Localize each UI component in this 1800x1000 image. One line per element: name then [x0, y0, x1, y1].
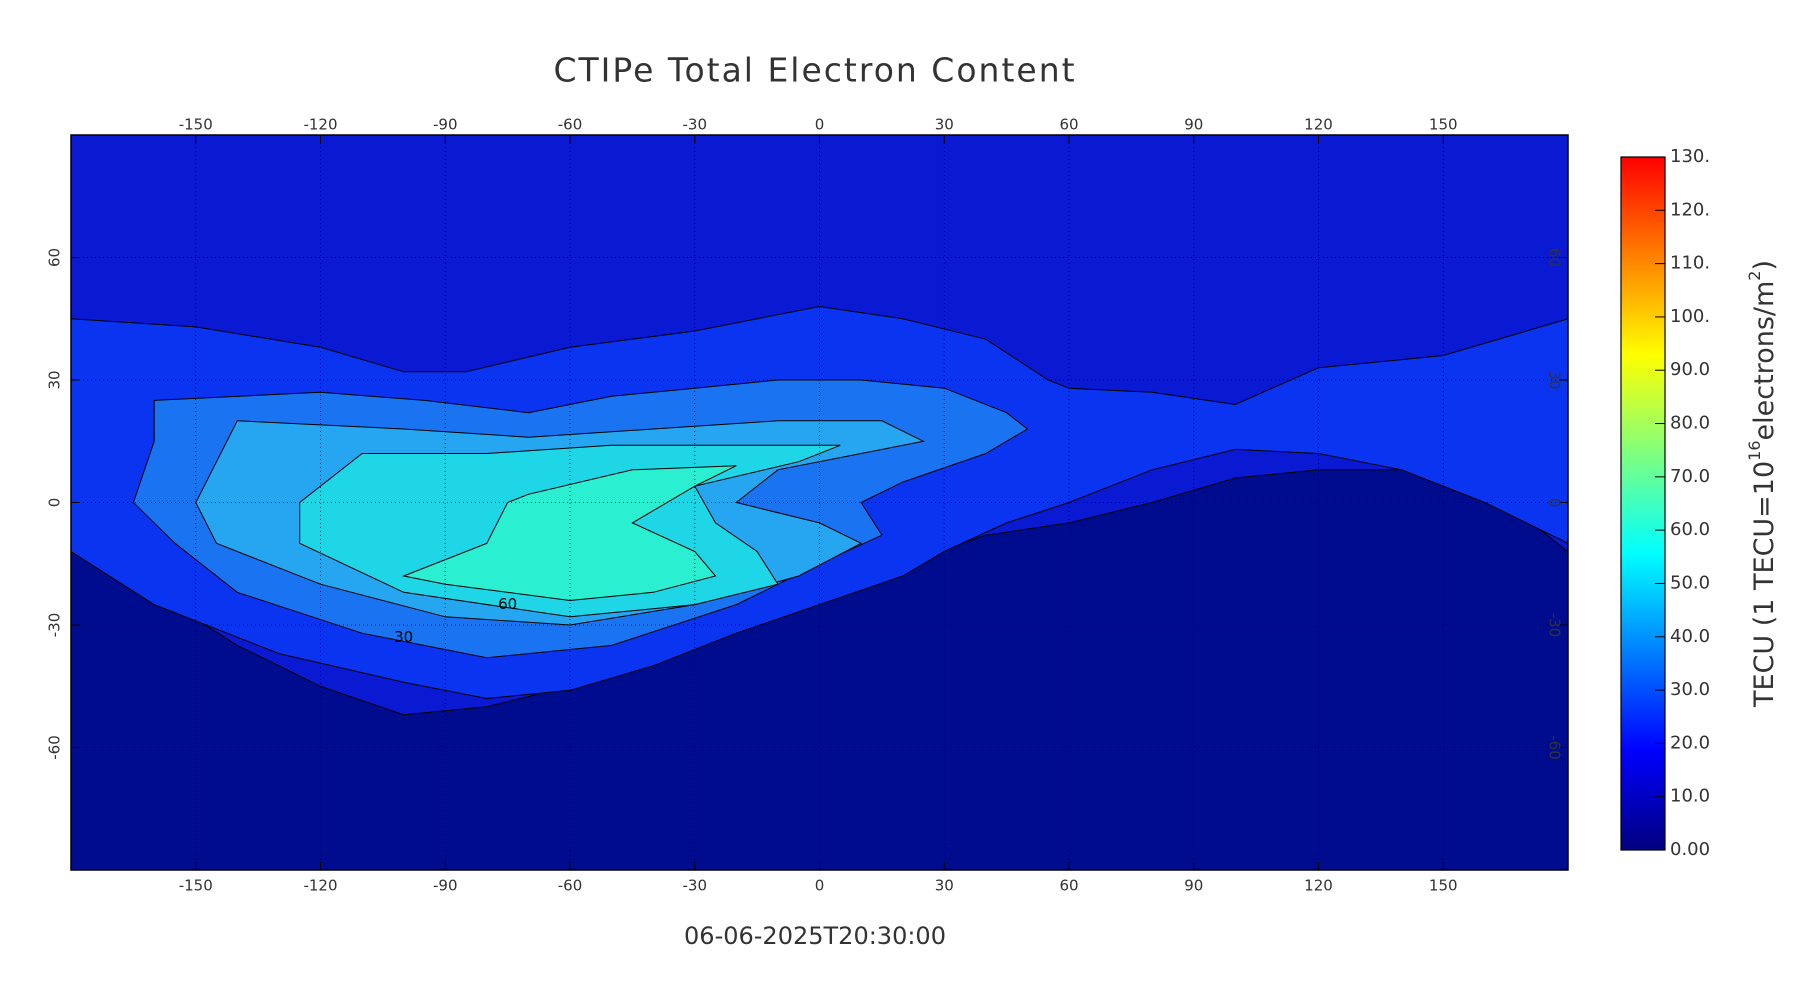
x-tick-label: 0	[815, 116, 825, 134]
colorbar	[1620, 156, 1666, 851]
timestamp: 06-06-2025T20:30:00	[684, 922, 946, 950]
colorbar-tick-label: 10.0	[1670, 786, 1710, 807]
x-tick-label: -90	[433, 877, 458, 895]
colorbar-tick-label: 70.0	[1670, 466, 1710, 487]
x-tick-label: -150	[179, 116, 213, 134]
colorbar-tick-label: 100.	[1670, 306, 1710, 327]
colorbar-tick-label: 0.00	[1670, 839, 1710, 860]
colorbar-label-part: 16	[1745, 440, 1764, 460]
x-tick-label: -60	[558, 116, 583, 134]
x-tick-label: 90	[1184, 116, 1203, 134]
x-tick-label: 30	[935, 877, 954, 895]
colorbar-label: TECU (1 TECU=1016electrons/m2)	[1745, 260, 1780, 708]
x-tick-label: 120	[1304, 116, 1333, 134]
y-tick-label: -60	[46, 735, 64, 760]
colorbar-tick-label: 20.0	[1670, 732, 1710, 753]
colorbar-tick-label: 90.0	[1670, 359, 1710, 380]
y-tick-label: 60	[1546, 248, 1564, 267]
x-tick-label: -150	[179, 877, 213, 895]
y-tick-label: 0	[1546, 498, 1564, 508]
y-tick-label: 60	[46, 248, 64, 267]
x-tick-label: 90	[1184, 877, 1203, 895]
x-tick-label: -90	[433, 116, 458, 134]
colorbar-tick-label: 130.	[1670, 146, 1710, 167]
x-tick-label: 120	[1304, 877, 1333, 895]
colorbar-tick-label: 50.0	[1670, 572, 1710, 593]
colorbar-tick-label: 30.0	[1670, 679, 1710, 700]
colorbar-label-part: TECU (1 TECU=10	[1749, 461, 1780, 708]
colorbar-label-part: electrons/m	[1749, 281, 1780, 441]
x-tick-label: -60	[558, 877, 583, 895]
contour-label: 30	[394, 628, 413, 646]
y-tick-label: 30	[46, 370, 64, 389]
x-tick-label: 150	[1429, 877, 1458, 895]
chart-title: CTIPe Total Electron Content	[553, 51, 1076, 90]
x-tick-label: -120	[303, 116, 337, 134]
x-tick-label: -30	[683, 877, 708, 895]
colorbar-tick-label: 120.	[1670, 199, 1710, 220]
map-frame	[70, 134, 1569, 871]
colorbar-tick-label: 60.0	[1670, 519, 1710, 540]
y-tick-label: -60	[1546, 735, 1564, 760]
x-tick-label: 60	[1059, 116, 1078, 134]
y-tick-label: 30	[1546, 370, 1564, 389]
x-tick-label: 150	[1429, 116, 1458, 134]
x-tick-label: -120	[303, 877, 337, 895]
contour-label: 60	[498, 595, 517, 613]
colorbar-tick-label: 40.0	[1670, 626, 1710, 647]
y-tick-label: -30	[46, 613, 64, 638]
colorbar-label-part: )	[1749, 260, 1780, 271]
colorbar-label-part: 2	[1745, 271, 1764, 281]
y-tick-label: 0	[46, 498, 64, 508]
map: 60 30	[71, 135, 1568, 870]
colorbar-tick-label: 80.0	[1670, 413, 1710, 434]
contour-region	[401, 465, 737, 602]
x-tick-label: 60	[1059, 877, 1078, 895]
y-tick-label: -30	[1546, 613, 1564, 638]
x-tick-label: -30	[683, 116, 708, 134]
x-tick-label: 0	[815, 877, 825, 895]
colorbar-tick-label: 110.	[1670, 253, 1710, 274]
x-tick-label: 30	[935, 116, 954, 134]
